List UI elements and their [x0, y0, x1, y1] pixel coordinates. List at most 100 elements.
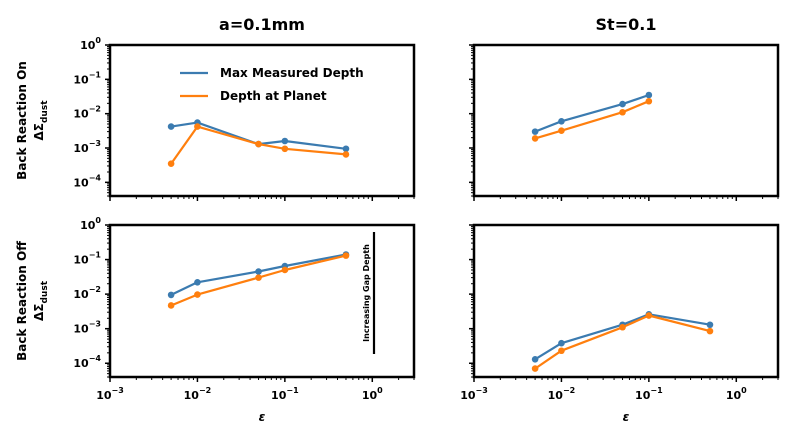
x-tick-label: 10−3 [460, 386, 488, 402]
y-tick-label: 10−1 [73, 251, 101, 267]
data-point [167, 123, 175, 130]
data-point [167, 160, 175, 167]
x-tick-exp: −2 [199, 386, 211, 395]
data-point [558, 339, 565, 347]
y-tick-exp: 0 [95, 216, 101, 225]
data-point [194, 123, 201, 130]
y-axis-label: ΔΣdust [32, 100, 50, 141]
y-tick-exp: −3 [89, 320, 101, 329]
panel-2: St=0.1 [469, 15, 780, 201]
y-tick-label: 10−1 [73, 70, 101, 86]
axes-frame [472, 223, 780, 379]
y-tick-exp: −1 [89, 251, 102, 260]
data-point [342, 145, 350, 153]
panel-title: a=0.1mm [219, 15, 305, 34]
data-point [281, 266, 289, 274]
data-point [619, 323, 626, 331]
x-tick-base: 10 [271, 389, 287, 402]
y-tick-label: 100 [80, 36, 101, 52]
x-tick-label: 10−2 [184, 386, 212, 402]
x-tick-label: 10−1 [635, 386, 663, 402]
y-tick-base: 10 [73, 142, 89, 155]
y-tick-label: 10−3 [73, 139, 101, 155]
x-tick-exp: −1 [286, 386, 299, 395]
y-axis-label: ΔΣdust [32, 280, 50, 321]
y-tick-label: 10−2 [73, 105, 101, 121]
data-point [645, 97, 653, 105]
x-tick-base: 10 [362, 389, 378, 402]
y-tick-exp: −4 [89, 173, 102, 182]
y-tick-exp: −2 [89, 285, 101, 294]
x-tick-base: 10 [96, 389, 112, 402]
y-tick-base: 10 [80, 39, 96, 52]
x-tick-label: 100 [362, 386, 383, 402]
x-tick-exp: −2 [563, 386, 575, 395]
x-tick-base: 10 [548, 389, 564, 402]
data-point [558, 127, 565, 134]
legend-entry: Max Measured Depth [220, 66, 364, 80]
axes-frame [108, 43, 416, 198]
y-tick-base: 10 [73, 357, 89, 370]
data-point [531, 128, 539, 135]
data-point [619, 108, 626, 116]
y-axis-label-main: ΔΣ [32, 123, 46, 140]
y-tick-base: 10 [73, 176, 89, 189]
legend: Max Measured Depth Depth at Planet [180, 66, 364, 103]
y-tick-base: 10 [73, 323, 89, 336]
data-point [342, 151, 350, 158]
x-tick-exp: −3 [112, 386, 124, 395]
data-point [167, 291, 175, 299]
x-tick-label: 100 [726, 386, 747, 402]
data-point [281, 137, 289, 145]
y-tick-exp: −1 [89, 70, 102, 79]
data-point [706, 321, 714, 329]
y-tick-label: 10−3 [73, 320, 101, 336]
panel-title: St=0.1 [596, 15, 657, 34]
data-point [531, 356, 539, 363]
data-point [255, 268, 262, 275]
x-tick-base: 10 [460, 389, 476, 402]
y-tick-base: 10 [73, 108, 89, 121]
data-point [255, 274, 262, 281]
y-tick-base: 10 [73, 254, 89, 267]
data-point [194, 291, 201, 298]
x-tick-base: 10 [726, 389, 742, 402]
series-line-max-measured-depth [534, 93, 650, 133]
x-tick-exp: −1 [650, 386, 663, 395]
data-point [645, 91, 653, 99]
x-tick-exp: −3 [476, 386, 488, 395]
data-point [531, 365, 539, 372]
x-tick-exp: 0 [741, 386, 747, 395]
series-line-depth-at-planet [534, 100, 650, 140]
data-point [255, 140, 262, 148]
x-tick-label: 10−1 [271, 386, 299, 402]
data-point [558, 117, 565, 125]
y-axis-label-sub: dust [40, 280, 50, 303]
data-point [194, 278, 201, 286]
y-tick-exp: −4 [89, 354, 102, 363]
x-axis-label: ε [623, 410, 630, 424]
y-tick-base: 10 [73, 73, 89, 86]
x-tick-base: 10 [635, 389, 651, 402]
axes-frame [472, 43, 780, 198]
y-tick-exp: 0 [95, 36, 101, 45]
data-point [619, 100, 626, 108]
annotation-text: Increasing Gap Depth [362, 244, 371, 342]
x-tick-label: 10−3 [96, 386, 124, 402]
x-tick-label: 10−2 [548, 386, 576, 402]
y-tick-label: 10−4 [73, 354, 101, 370]
data-point [342, 252, 350, 259]
data-point [645, 312, 653, 319]
y-tick-exp: −3 [89, 139, 101, 148]
data-point [531, 135, 539, 142]
data-point [281, 145, 289, 153]
y-tick-base: 10 [80, 219, 96, 232]
row-label: Back Reaction On [15, 61, 29, 180]
y-axis-label-main: ΔΣ [32, 304, 46, 321]
row-label: Back Reaction Off [15, 241, 29, 361]
y-tick-base: 10 [73, 288, 89, 301]
data-point [167, 302, 175, 309]
